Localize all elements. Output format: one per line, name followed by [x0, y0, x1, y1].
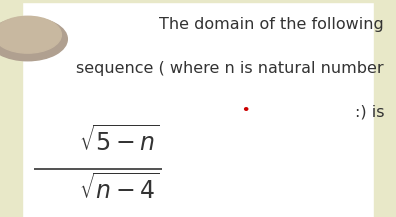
Text: sequence ( where n is natural number: sequence ( where n is natural number: [76, 61, 384, 76]
Text: :) is: :) is: [355, 104, 384, 119]
Bar: [0, 0, 22, 217]
Bar: [0, 0, 396, 2]
Circle shape: [0, 16, 61, 53]
Circle shape: [0, 17, 67, 61]
Text: $\sqrt{5-n}$: $\sqrt{5-n}$: [79, 126, 160, 156]
Text: $\sqrt{n-4}$: $\sqrt{n-4}$: [79, 174, 160, 204]
Text: The domain of the following: The domain of the following: [159, 17, 384, 32]
Bar: [374, 0, 396, 217]
Text: •: •: [241, 104, 250, 117]
